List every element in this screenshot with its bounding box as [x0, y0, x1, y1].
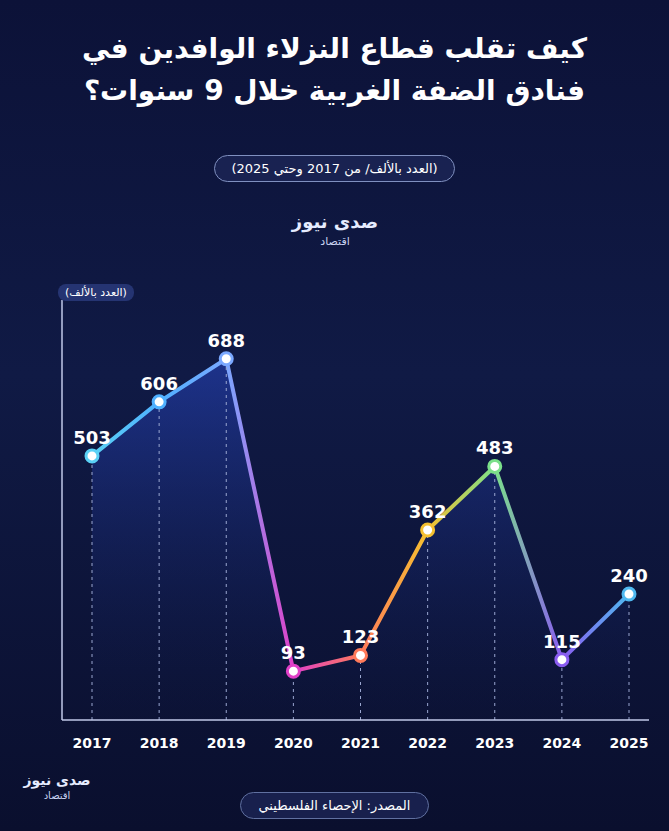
svg-text:2020: 2020 [274, 735, 313, 751]
svg-text:2021: 2021 [341, 735, 380, 751]
svg-text:2023: 2023 [475, 735, 514, 751]
html-text:المصدر: الإحصاء الفلسطيني: المصدر: الإحصاء الفلسطيني [258, 798, 411, 813]
svg-text:2018: 2018 [140, 735, 179, 751]
svg-text:483: 483 [476, 437, 514, 458]
html-text:صدى نيوز: صدى نيوز [23, 772, 91, 788]
html-text:اقتصاد: اقتصاد [43, 790, 71, 801]
svg-text:2025: 2025 [610, 735, 649, 751]
svg-text:606: 606 [140, 373, 178, 394]
html-text:(العدد بالألف): (العدد بالألف) [65, 286, 127, 299]
svg-text:2022: 2022 [408, 735, 447, 751]
svg-text:503: 503 [73, 427, 111, 448]
svg-text:115: 115 [543, 631, 581, 652]
svg-text:93: 93 [281, 642, 306, 663]
svg-text:688: 688 [207, 330, 245, 351]
svg-text:362: 362 [409, 501, 447, 522]
svg-text:240: 240 [610, 565, 648, 586]
html-text:كيف تقلب قطاع النزلاء الوافدين: كيف تقلب قطاع النزلاء الوافدين في فنادق … [82, 32, 587, 107]
svg-text:2024: 2024 [542, 735, 581, 751]
svg-text:2017: 2017 [73, 735, 112, 751]
html-text:(العدد بالألف/ من 2017 وحتي 20: (العدد بالألف/ من 2017 وحتي 2025) [231, 161, 438, 176]
html-text:صدى نيوز: صدى نيوز [291, 211, 379, 232]
svg-text:123: 123 [342, 626, 380, 647]
svg-text:2019: 2019 [207, 735, 246, 751]
html-text:اقتصاد: اقتصاد [320, 235, 350, 248]
